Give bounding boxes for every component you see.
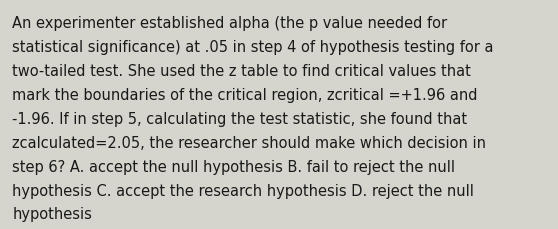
Text: mark the boundaries of the critical region, zcritical =+1.96 and: mark the boundaries of the critical regi… (12, 87, 478, 102)
Text: zcalculated=2.05, the researcher should make which decision in: zcalculated=2.05, the researcher should … (12, 135, 486, 150)
Text: -1.96. If in step 5, calculating the test statistic, she found that: -1.96. If in step 5, calculating the tes… (12, 111, 468, 126)
Text: statistical significance) at .05 in step 4 of hypothesis testing for a: statistical significance) at .05 in step… (12, 40, 494, 55)
Text: two-tailed test. She used the z table to find critical values that: two-tailed test. She used the z table to… (12, 64, 471, 79)
Text: step 6? A. accept the null hypothesis B. fail to reject the null: step 6? A. accept the null hypothesis B.… (12, 159, 455, 174)
Text: hypothesis C. accept the research hypothesis D. reject the null: hypothesis C. accept the research hypoth… (12, 183, 474, 198)
Text: hypothesis: hypothesis (12, 207, 92, 221)
Text: An experimenter established alpha (the p value needed for: An experimenter established alpha (the p… (12, 16, 448, 31)
